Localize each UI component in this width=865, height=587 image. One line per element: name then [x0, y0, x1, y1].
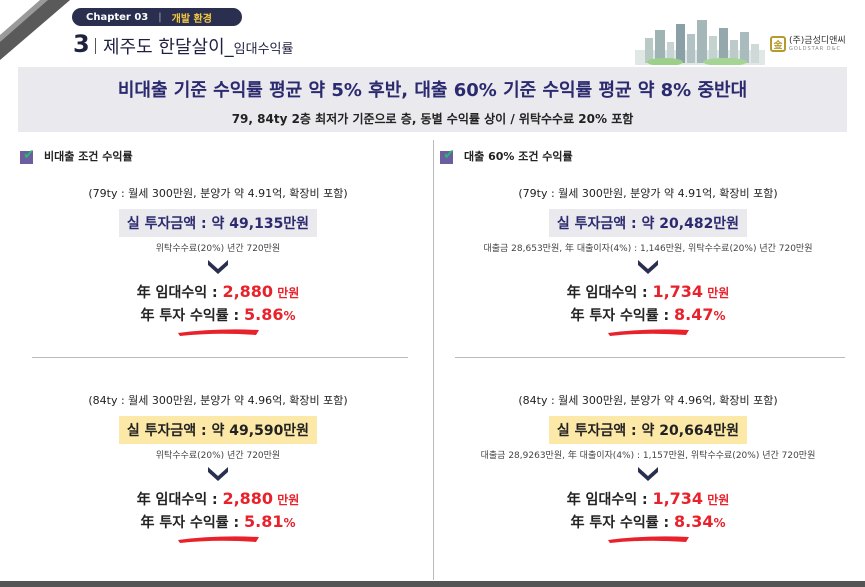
- left-row-divider: [32, 357, 408, 358]
- yield-value: 8.34: [673, 512, 714, 532]
- chapter-label: Chapter 03: [86, 11, 149, 23]
- page-title: 제주도 한달살이_임대수익률: [103, 33, 293, 59]
- brush-underline: [177, 536, 259, 543]
- annual-yield-line: 年 투자 수익률 : 5.81%: [18, 510, 418, 533]
- condition-text: (79ty : 월세 300만원, 분양가 약 4.91억, 확장비 포함): [518, 187, 778, 200]
- income-unit: 만원: [703, 493, 730, 507]
- city-skyline-illustration: [635, 20, 765, 65]
- condition-text: (84ty : 월세 300만원, 분양가 약 4.96억, 확장비 포함): [518, 394, 778, 407]
- yield-unit: %: [713, 309, 726, 324]
- chevron-down-icon: [208, 467, 228, 481]
- condition-text: (79ty : 월세 300만원, 분양가 약 4.91억, 확장비 포함): [88, 187, 348, 200]
- income-label: 年 임대수익 :: [566, 285, 653, 301]
- investment-amount: 실 투자금액 : 약 20,664만원: [548, 416, 748, 444]
- result-group: 年 임대수익 : 1,734 만원 年 투자 수익률 : 8.47%: [448, 280, 848, 337]
- annual-yield-line: 年 투자 수익률 : 8.47%: [448, 303, 848, 326]
- page-title-main: 제주도 한달살이_: [103, 37, 234, 58]
- brush-underline: [607, 329, 689, 336]
- logo-text: (주)금성디앤씨 GOLDSTAR D&C: [789, 35, 846, 52]
- chevron-down-icon: [638, 467, 658, 481]
- banner-headline: 비대출 기준 수익률 평균 약 5% 후반, 대출 60% 기준 수익률 평균 …: [117, 80, 748, 101]
- chapter-subtitle: 개발 환경: [171, 13, 212, 25]
- condition-text: (84ty : 월세 300만원, 분양가 약 4.96억, 확장비 포함): [88, 394, 348, 407]
- fee-text: 대출금 28,653만원, 年 대출이자(4%) : 1,146만원, 위탁수수…: [483, 244, 813, 254]
- investment-amount: 실 투자금액 : 약 49,590만원: [118, 416, 318, 444]
- banner-subline: 79, 84ty 2층 최저가 기준으로 층, 동별 수익률 상이 / 위탁수수…: [231, 112, 634, 126]
- title-divider: [95, 38, 96, 54]
- annual-income-line: 年 임대수익 : 1,734 만원: [448, 487, 848, 510]
- fee-text: 대출금 28,9263만원, 年 대출이자(4%) : 1,157만원, 위탁수…: [480, 451, 816, 461]
- result-group: 年 임대수익 : 1,734 만원 年 투자 수익률 : 8.34%: [448, 487, 848, 544]
- section-number: 3: [73, 30, 90, 58]
- left-column-heading: ✔ 비대출 조건 수익률: [20, 148, 133, 164]
- fee-text: 위탁수수료(20%) 년간 720만원: [155, 451, 281, 461]
- income-unit: 만원: [273, 286, 300, 300]
- checkbox-icon: ✔: [440, 148, 456, 164]
- annual-yield-line: 年 투자 수익률 : 8.34%: [448, 510, 848, 533]
- annual-income-line: 年 임대수익 : 1,734 만원: [448, 280, 848, 303]
- fee-text: 위탁수수료(20%) 년간 720만원: [155, 244, 281, 254]
- logo-name: (주)금성디앤씨: [789, 35, 846, 46]
- yield-card-left-79ty: (79ty : 월세 300만원, 분양가 약 4.91억, 확장비 포함) 실…: [18, 185, 418, 337]
- annual-income-line: 年 임대수익 : 2,880 만원: [18, 487, 418, 510]
- footer-bar: [0, 581, 865, 587]
- investment-amount: 실 투자금액 : 약 20,482만원: [548, 209, 748, 237]
- yield-card-left-84ty: (84ty : 월세 300만원, 분양가 약 4.96억, 확장비 포함) 실…: [18, 392, 418, 544]
- income-label: 年 임대수익 :: [136, 285, 223, 301]
- yield-unit: %: [283, 309, 296, 324]
- yield-card-right-79ty: (79ty : 월세 300만원, 분양가 약 4.91억, 확장비 포함) 실…: [448, 185, 848, 337]
- chevron-down-icon: [208, 260, 228, 274]
- chevron-down-icon: [638, 260, 658, 274]
- right-column-heading: ✔ 대출 60% 조건 수익률: [440, 148, 573, 164]
- chapter-separator: |: [158, 11, 162, 23]
- page-title-sub: 임대수익률: [233, 42, 294, 57]
- brush-underline: [177, 329, 259, 336]
- page-corner-fold: [0, 0, 70, 60]
- company-logo: 金 (주)금성디앤씨 GOLDSTAR D&C: [770, 36, 846, 52]
- annual-income-line: 年 임대수익 : 2,880 만원: [18, 280, 418, 303]
- logo-english: GOLDSTAR D&C: [789, 45, 842, 52]
- result-group: 年 임대수익 : 2,880 만원 年 투자 수익률 : 5.86%: [18, 280, 418, 337]
- income-value: 1,734: [652, 489, 704, 508]
- income-value: 1,734: [652, 282, 704, 301]
- yield-label: 年 투자 수익률 :: [570, 308, 674, 325]
- summary-banner: 비대출 기준 수익률 평균 약 5% 후반, 대출 60% 기준 수익률 평균 …: [18, 67, 847, 132]
- investment-amount: 실 투자금액 : 약 49,135만원: [118, 209, 318, 237]
- income-unit: 만원: [703, 286, 730, 300]
- yield-value: 8.47: [673, 305, 714, 325]
- chapter-pill: Chapter 03 | 개발 환경: [72, 8, 242, 26]
- yield-value: 5.86: [243, 305, 284, 325]
- yield-label: 年 투자 수익률 :: [140, 308, 244, 325]
- yield-label: 年 투자 수익률 :: [140, 515, 244, 532]
- income-label: 年 임대수익 :: [136, 492, 223, 508]
- result-group: 年 임대수익 : 2,880 만원 年 투자 수익률 : 5.81%: [18, 487, 418, 544]
- logo-mark-icon: 金: [770, 36, 786, 52]
- income-value: 2,880: [222, 489, 274, 508]
- income-unit: 만원: [273, 493, 300, 507]
- yield-unit: %: [283, 516, 296, 531]
- yield-label: 年 투자 수익률 :: [570, 515, 674, 532]
- checkbox-icon: ✔: [20, 148, 36, 164]
- right-heading-label: 대출 60% 조건 수익률: [464, 150, 573, 163]
- yield-value: 5.81: [243, 512, 284, 532]
- column-divider: [433, 140, 434, 580]
- income-label: 年 임대수익 :: [566, 492, 653, 508]
- yield-card-right-84ty: (84ty : 월세 300만원, 분양가 약 4.96억, 확장비 포함) 실…: [448, 392, 848, 544]
- brush-underline: [607, 536, 689, 543]
- right-row-divider: [455, 357, 845, 358]
- yield-unit: %: [713, 516, 726, 531]
- income-value: 2,880: [222, 282, 274, 301]
- left-heading-label: 비대출 조건 수익률: [44, 150, 133, 163]
- annual-yield-line: 年 투자 수익률 : 5.86%: [18, 303, 418, 326]
